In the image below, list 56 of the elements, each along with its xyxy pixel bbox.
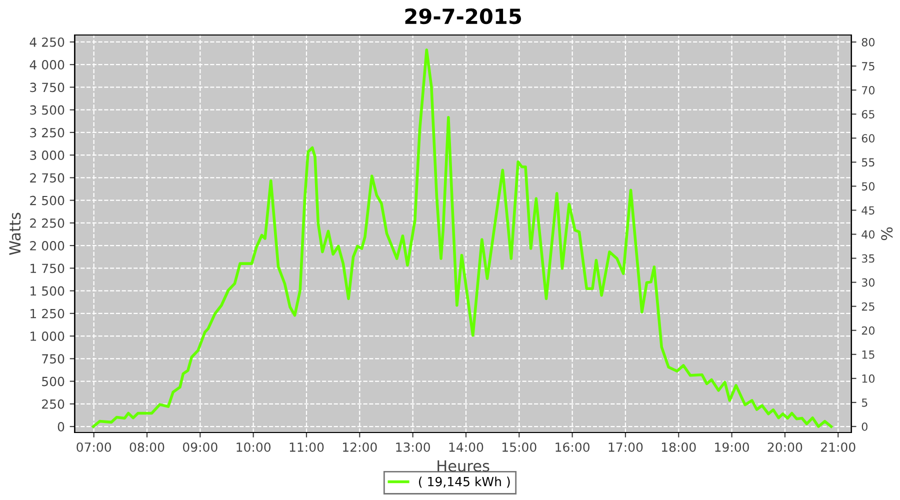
x-tick-label: 10:00: [236, 442, 271, 452]
y-tick-label: 3 000: [30, 150, 64, 160]
y-tick-label: 3 500: [30, 105, 64, 115]
y2-tick-label: 55: [862, 158, 874, 167]
x-tick-label: 14:00: [449, 442, 484, 452]
x-tick-label: 12:00: [343, 442, 377, 452]
y2-tick-label: 35: [862, 254, 874, 263]
y2-tick-label: 50: [862, 182, 875, 191]
y2-tick-label: 65: [862, 110, 874, 118]
y-tick-label: 4 000: [30, 60, 64, 70]
x-tick-label: 21:00: [821, 442, 856, 452]
y2-tick-label: 30: [862, 278, 875, 287]
y-axis-title: Watts: [9, 212, 21, 255]
y-tick-label: 2 000: [30, 241, 64, 250]
y-tick-label: 2 500: [30, 196, 64, 206]
y2-tick-label: 40: [862, 230, 875, 239]
y2-tick-label: 45: [862, 206, 874, 215]
x-tick-label: 19:00: [715, 442, 749, 452]
y2-tick-label: 20: [862, 326, 875, 335]
y2-tick-label: 60: [862, 134, 875, 143]
y2-tick-label: 80: [862, 38, 875, 46]
y-tick-label: 1 500: [30, 286, 64, 296]
x-tick-label: 18:00: [662, 442, 696, 452]
y-tick-label: 0: [58, 422, 64, 432]
y2-tick-label: 70: [862, 86, 875, 94]
y-tick-label: 3 250: [30, 128, 64, 138]
x-tick-label: 09:00: [182, 442, 218, 452]
y-tick-label: 750: [42, 354, 64, 364]
y-tick-label: 1 000: [30, 332, 64, 341]
x-tick-label: 15:00: [502, 442, 536, 452]
legend-label: ( 19,145 kWh ): [418, 476, 510, 488]
y2-tick-label: 10: [862, 374, 875, 383]
y2-axis-title: %: [881, 227, 893, 240]
y-tick-label: 4 250: [30, 37, 64, 47]
x-tick-label: 13:00: [396, 442, 430, 452]
y-tick-label: 2 250: [30, 218, 64, 228]
y2-tick-label: 75: [862, 62, 874, 70]
y2-tick-label: 0: [862, 422, 868, 431]
x-tick-label: 16:00: [556, 442, 590, 452]
x-tick-label: 08:00: [130, 442, 164, 452]
x-tick-label: 20:00: [768, 442, 802, 452]
x-tick-label: 17:00: [608, 442, 643, 452]
y-tick-label: 2 750: [30, 173, 64, 183]
chart-title: 29-7-2015: [405, 8, 521, 24]
x-axis-title: Heures: [438, 460, 490, 472]
y-tick-label: 500: [42, 376, 64, 386]
y2-tick-label: 15: [862, 350, 874, 359]
y-tick-label: 1 250: [30, 308, 64, 318]
y-tick-label: 1 750: [30, 264, 64, 274]
y-tick-label: 250: [42, 399, 64, 409]
y-tick-label: 3 750: [30, 82, 64, 92]
x-tick-label: 07:00: [76, 442, 112, 452]
y2-tick-label: 5: [862, 398, 868, 407]
x-tick-label: 11:00: [290, 442, 324, 452]
y2-tick-label: 25: [862, 302, 874, 311]
line-series: [92, 48, 833, 428]
